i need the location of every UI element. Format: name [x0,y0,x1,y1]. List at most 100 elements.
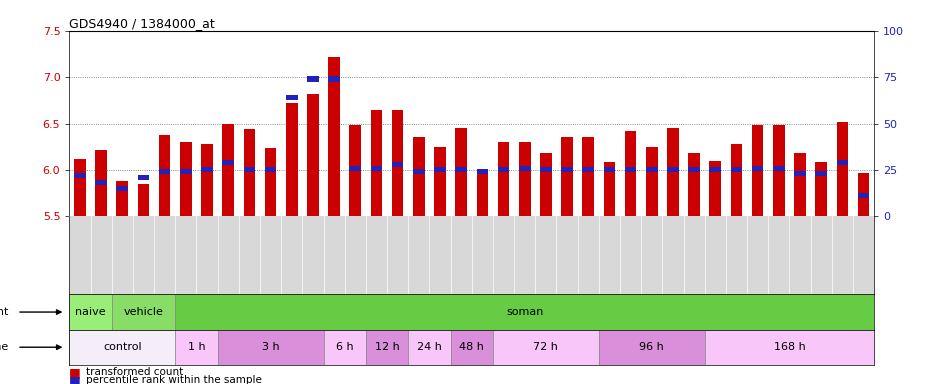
Bar [493,329,598,365]
Text: soman: soman [506,307,543,317]
Bar [498,142,510,216]
Bar [180,169,191,174]
Bar [624,167,636,172]
Bar [836,160,848,165]
Bar [667,128,679,216]
Bar [138,175,149,180]
Bar [243,167,255,172]
Bar [408,329,450,365]
Text: GDS4940 / 1384000_at: GDS4940 / 1384000_at [69,17,216,30]
Bar [243,129,255,216]
Bar [286,95,298,100]
Bar [667,167,679,172]
Bar [476,169,488,174]
Text: ■: ■ [69,374,81,384]
Bar [371,109,382,216]
Bar [286,103,298,216]
Bar [519,166,531,170]
Bar [175,295,874,329]
Bar [752,125,763,216]
Text: transformed count: transformed count [86,367,183,377]
Bar [222,160,234,165]
Bar [688,153,700,216]
Bar [561,137,573,216]
Bar [392,109,403,216]
Text: 3 h: 3 h [262,342,279,352]
Bar [138,184,149,216]
Bar [857,194,869,199]
Bar [74,159,86,216]
Text: percentile rank within the sample: percentile rank within the sample [86,375,262,384]
Bar [604,162,615,216]
Text: 96 h: 96 h [639,342,664,352]
Bar [74,173,86,178]
Bar [705,329,874,365]
Bar [519,142,531,216]
Bar [350,125,361,216]
Bar [307,76,319,81]
Bar [455,167,467,172]
Bar [540,167,551,172]
Bar [413,169,425,174]
Text: vehicle: vehicle [124,307,164,317]
Bar [117,186,129,191]
Bar [624,131,636,216]
Bar [646,167,658,172]
Bar [455,128,467,216]
Bar [366,329,408,365]
Bar [688,167,700,172]
Bar [222,124,234,216]
Bar [307,94,319,216]
Bar [265,147,277,216]
Bar [646,147,658,216]
Bar [857,173,869,216]
Text: 1 h: 1 h [188,342,205,352]
Bar [795,171,806,176]
Text: ■: ■ [69,366,81,379]
Bar [175,329,217,365]
Bar [731,167,742,172]
Bar [180,142,191,216]
Bar [583,137,594,216]
Text: 12 h: 12 h [375,342,400,352]
Bar [217,329,324,365]
Bar [392,162,403,167]
Text: 72 h: 72 h [534,342,559,352]
Bar [773,125,784,216]
Text: naive: naive [75,307,105,317]
Bar [561,167,573,172]
Bar [476,174,488,216]
Bar [112,295,175,329]
Bar [324,329,366,365]
Text: time: time [0,342,9,352]
Text: 6 h: 6 h [336,342,353,352]
Bar [604,167,615,172]
Bar [69,329,175,365]
Bar [350,166,361,170]
Text: 48 h: 48 h [460,342,484,352]
Bar [117,181,129,216]
Bar [202,167,213,172]
Bar [709,167,722,172]
Text: 168 h: 168 h [773,342,806,352]
Bar [498,167,510,172]
Text: control: control [103,342,142,352]
Bar [815,171,827,176]
Text: agent: agent [0,307,9,317]
Bar [95,149,107,216]
Bar [95,180,107,185]
Bar [815,162,827,216]
Bar [265,167,277,172]
Text: 24 h: 24 h [417,342,442,352]
Bar [598,329,705,365]
Bar [434,147,446,216]
Bar [836,122,848,216]
Bar [413,137,425,216]
Bar [328,76,339,81]
Bar [773,166,784,170]
Bar [328,57,339,216]
Bar [709,161,722,216]
Bar [731,144,742,216]
Bar [450,329,493,365]
Bar [69,295,112,329]
